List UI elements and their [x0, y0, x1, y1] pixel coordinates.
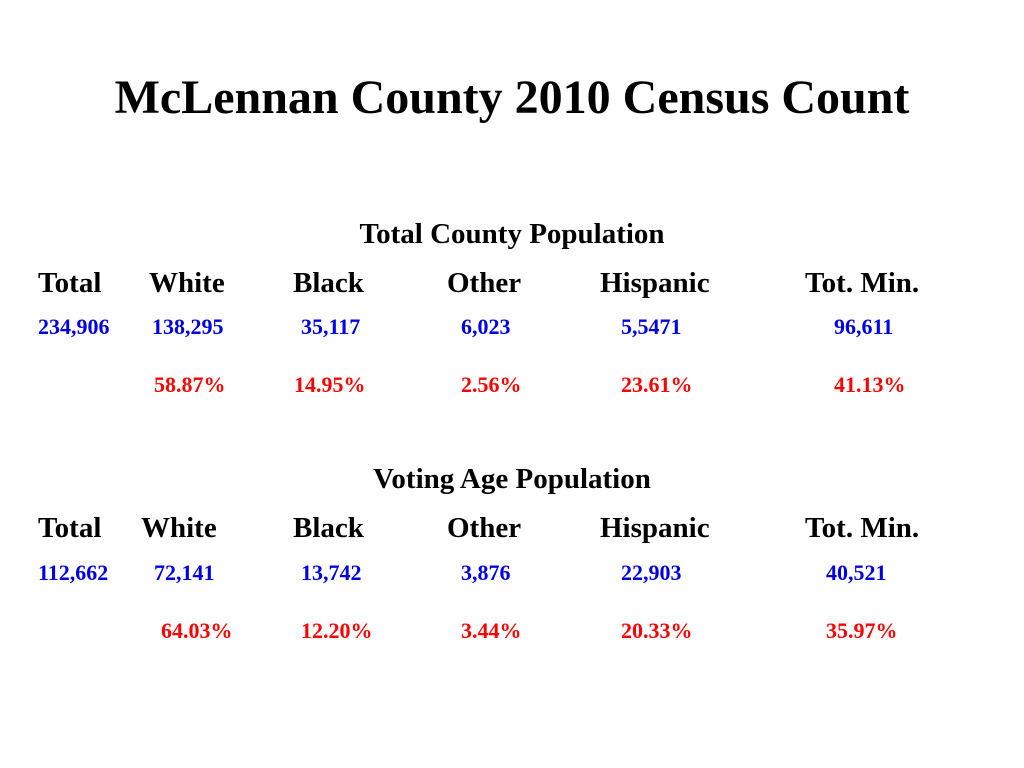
voting-age-heading: Voting Age Population [373, 463, 651, 495]
column-header-other: Other [447, 512, 522, 544]
count-other: 6,023 [461, 314, 511, 339]
total-population-header-row: Total White Black Other Hispanic Tot. Mi… [0, 265, 1024, 305]
percentage-hispanic: 23.61% [621, 372, 693, 397]
percentage-other: 2.56% [461, 372, 522, 397]
column-header-total-minority: Tot. Min. [805, 512, 920, 544]
slide-title: McLennan County 2010 Census Count [114, 71, 910, 124]
count-black: 35,117 [301, 314, 361, 339]
percentage-white: 58.87% [154, 372, 226, 397]
count-other: 3,876 [461, 560, 511, 585]
count-white: 72,141 [154, 560, 215, 585]
percentage-black: 14.95% [294, 372, 366, 397]
total-population-count-row: 234,906 138,295 35,117 6,023 5,5471 96,6… [0, 313, 1024, 353]
count-black: 13,742 [301, 560, 362, 585]
column-header-hispanic: Hispanic [600, 512, 710, 544]
count-total: 234,906 [38, 314, 110, 339]
percentage-black: 12.20% [301, 618, 373, 643]
column-header-total-minority: Tot. Min. [805, 267, 920, 299]
column-header-white: White [149, 267, 225, 299]
column-header-black: Black [293, 512, 364, 544]
count-hispanic: 5,5471 [621, 314, 682, 339]
count-total-minority: 96,611 [834, 314, 894, 339]
total-population-heading: Total County Population [359, 218, 665, 250]
percentage-total-minority: 35.97% [826, 618, 898, 643]
voting-age-count-row: 112,662 72,141 13,742 3,876 22,903 40,52… [0, 559, 1024, 599]
count-total: 112,662 [38, 560, 109, 585]
count-white: 138,295 [152, 314, 224, 339]
column-header-total: Total [38, 267, 102, 299]
column-header-white: White [141, 512, 217, 544]
percentage-hispanic: 20.33% [621, 618, 693, 643]
percentage-other: 3.44% [461, 618, 522, 643]
column-header-total: Total [38, 512, 102, 544]
voting-age-header-row: Total White Black Other Hispanic Tot. Mi… [0, 510, 1024, 550]
column-header-black: Black [293, 267, 364, 299]
voting-age-percentage-row: 64.03% 12.20% 3.44% 20.33% 35.97% [0, 617, 1024, 657]
count-hispanic: 22,903 [621, 560, 682, 585]
column-header-hispanic: Hispanic [600, 267, 710, 299]
column-header-other: Other [447, 267, 522, 299]
percentage-total-minority: 41.13% [834, 372, 906, 397]
count-total-minority: 40,521 [826, 560, 887, 585]
total-population-percentage-row: 58.87% 14.95% 2.56% 23.61% 41.13% [0, 371, 1024, 411]
percentage-white: 64.03% [161, 618, 233, 643]
